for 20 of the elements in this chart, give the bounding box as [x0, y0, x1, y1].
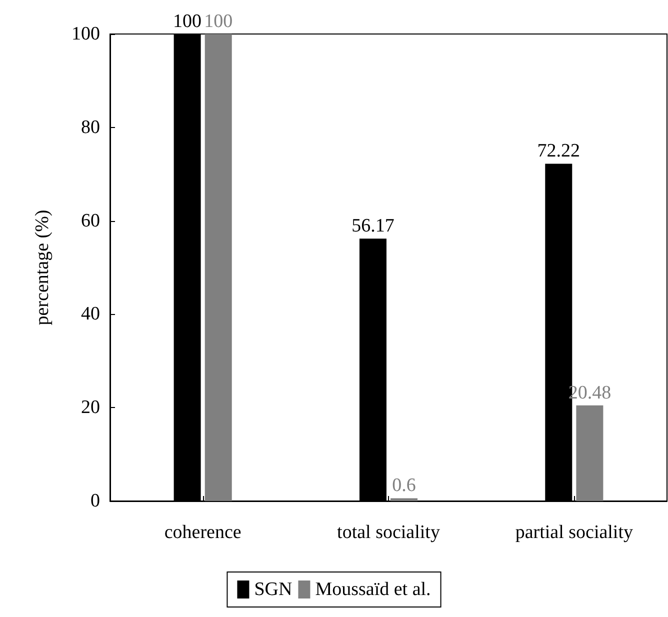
- legend-label: SGN: [254, 579, 292, 600]
- y-tick-label: 60: [81, 210, 100, 232]
- data-label: 100: [204, 11, 233, 32]
- x-tick-label: coherence: [164, 522, 242, 543]
- y-tick-label: 40: [81, 304, 100, 325]
- bar: [576, 405, 604, 501]
- data-label: 0.6: [392, 475, 416, 496]
- y-tick-label: 80: [81, 116, 100, 138]
- data-label: 72.22: [537, 140, 580, 162]
- x-tick-label: partial sociality: [515, 522, 634, 543]
- y-tick-label: 20: [81, 397, 100, 418]
- bar: [204, 34, 232, 501]
- bar: [390, 498, 418, 501]
- data-label: 56.17: [352, 216, 394, 237]
- y-tick-label: 0: [90, 490, 100, 512]
- y-tick-label: 100: [72, 24, 100, 44]
- legend-label: Moussaïd et al.: [315, 579, 431, 600]
- y-axis-title: percentage (%): [32, 210, 53, 326]
- data-label: 100: [173, 11, 202, 32]
- x-tick-label: total sociality: [337, 522, 440, 543]
